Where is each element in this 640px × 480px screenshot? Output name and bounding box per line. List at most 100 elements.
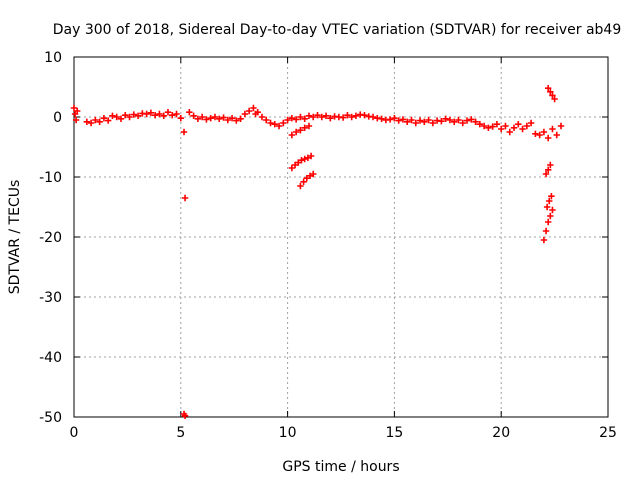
data-point bbox=[280, 119, 287, 127]
data-point bbox=[493, 121, 501, 128]
data-point bbox=[190, 112, 197, 119]
series-hour-10-11-descending-arcs bbox=[288, 122, 317, 190]
data-point bbox=[109, 112, 116, 119]
x-tick-label: 15 bbox=[385, 425, 403, 441]
data-point bbox=[489, 123, 496, 130]
x-tick-label: 10 bbox=[279, 425, 297, 441]
data-point bbox=[310, 170, 317, 178]
data-point bbox=[549, 206, 556, 214]
data-point bbox=[425, 116, 432, 124]
data-point bbox=[288, 115, 296, 122]
data-point bbox=[245, 107, 253, 115]
data-point bbox=[298, 157, 305, 164]
data-point bbox=[297, 127, 304, 134]
data-point bbox=[207, 115, 214, 122]
data-point bbox=[130, 111, 138, 118]
data-point bbox=[151, 112, 159, 119]
data-point bbox=[194, 115, 202, 122]
data-point bbox=[536, 131, 543, 139]
data-point bbox=[412, 119, 419, 127]
data-point bbox=[160, 112, 167, 119]
data-point bbox=[305, 112, 313, 119]
data-point bbox=[429, 119, 437, 127]
data-point bbox=[271, 121, 278, 128]
data-point bbox=[305, 122, 313, 130]
data-point bbox=[292, 128, 300, 136]
data-point bbox=[143, 110, 150, 118]
data-point bbox=[100, 115, 108, 122]
data-point bbox=[378, 115, 385, 122]
x-tick-label: 20 bbox=[492, 425, 510, 441]
data-point bbox=[156, 110, 163, 118]
data-point bbox=[476, 121, 484, 128]
data-point bbox=[506, 128, 513, 136]
data-point bbox=[180, 128, 188, 136]
data-point bbox=[547, 212, 554, 220]
data-point bbox=[198, 113, 206, 121]
data-point bbox=[532, 130, 539, 137]
data-point bbox=[220, 114, 227, 121]
data-point bbox=[540, 128, 548, 136]
data-point bbox=[177, 115, 184, 122]
data-point bbox=[203, 116, 210, 123]
data-point bbox=[224, 116, 231, 124]
data-point bbox=[542, 170, 550, 178]
data-point bbox=[472, 118, 479, 125]
data-point bbox=[303, 175, 311, 182]
grid-layer bbox=[74, 57, 608, 417]
tick-layer: 0 5 10 15 20 25 10 0 -10 -20 -30 -40 -50 bbox=[39, 50, 617, 441]
data-point bbox=[96, 118, 103, 125]
data-point bbox=[117, 115, 125, 122]
data-point bbox=[134, 112, 142, 119]
y-tick-label: -40 bbox=[39, 350, 62, 366]
data-point bbox=[344, 112, 351, 119]
data-point bbox=[339, 114, 347, 121]
data-point bbox=[408, 116, 415, 124]
data-point bbox=[70, 104, 78, 112]
data-point bbox=[327, 115, 334, 122]
data-point bbox=[544, 134, 552, 142]
data-point bbox=[92, 116, 99, 124]
data-point bbox=[527, 119, 535, 127]
data-point bbox=[164, 109, 172, 116]
data-point bbox=[284, 116, 291, 124]
data-point bbox=[542, 227, 550, 235]
data-point bbox=[395, 117, 402, 124]
data-point bbox=[291, 161, 299, 169]
data-point bbox=[241, 110, 249, 118]
data-point bbox=[318, 113, 325, 121]
data-point bbox=[557, 122, 565, 130]
data-point bbox=[301, 124, 308, 131]
data-point bbox=[551, 95, 558, 103]
data-point bbox=[498, 125, 505, 133]
data-point bbox=[310, 113, 317, 121]
data-point bbox=[104, 117, 112, 124]
data-point bbox=[233, 117, 240, 124]
data-point bbox=[126, 113, 133, 121]
data-point bbox=[391, 115, 398, 122]
data-point bbox=[386, 116, 394, 123]
data-point bbox=[468, 116, 475, 123]
data-point bbox=[83, 118, 91, 125]
data-point bbox=[549, 92, 556, 99]
data-point bbox=[181, 412, 189, 419]
data-point bbox=[549, 125, 556, 133]
data-point bbox=[352, 112, 360, 119]
data-point bbox=[544, 166, 552, 173]
data-point bbox=[438, 118, 445, 125]
data-point bbox=[485, 124, 492, 131]
data-point bbox=[288, 164, 296, 172]
y-tick-label: 10 bbox=[44, 50, 62, 66]
data-point bbox=[451, 118, 458, 125]
x-axis-label: GPS time / hours bbox=[282, 459, 399, 475]
data-point bbox=[173, 110, 180, 118]
data-point bbox=[547, 161, 554, 169]
data-point bbox=[519, 125, 526, 133]
data-point bbox=[254, 109, 261, 116]
y-tick-label: -20 bbox=[39, 230, 62, 246]
data-point bbox=[216, 115, 223, 122]
y-axis-label: SDTVAR / TECUs bbox=[7, 180, 23, 295]
x-tick-label: 25 bbox=[599, 425, 617, 441]
data-point bbox=[480, 122, 488, 130]
